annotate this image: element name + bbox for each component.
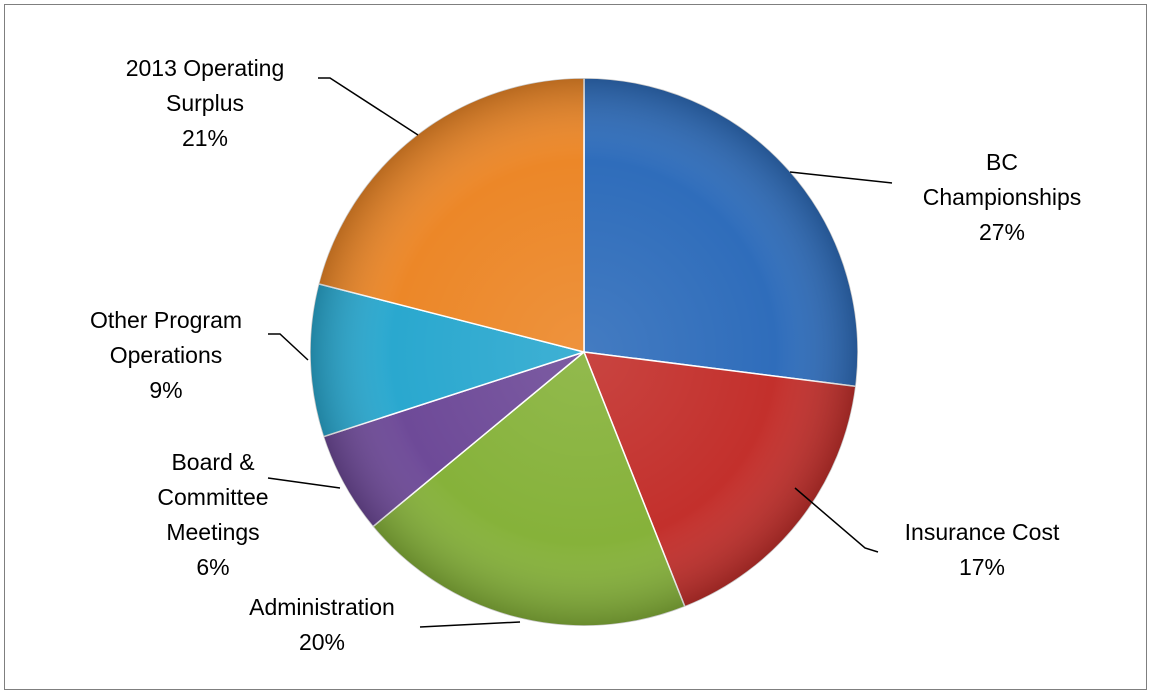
- leader-line-other-program-operations: [268, 333, 309, 361]
- slice-percent-administration: 20%: [299, 629, 345, 655]
- slice-label-other-program-operations: Other Program Operations 9%: [90, 307, 242, 403]
- slice-name-line: Meetings: [166, 519, 259, 545]
- slice-name-line: 2013 Operating: [126, 55, 285, 81]
- slice-label-bc-championships: BC Championships 27%: [923, 149, 1082, 245]
- leader-line-board-committee-meetings: [267, 477, 341, 489]
- slice-label-operating-surplus: 2013 Operating Surplus 21%: [126, 55, 285, 151]
- leader-line-insurance-cost: [794, 487, 879, 553]
- slice-name-line: Administration: [249, 594, 395, 620]
- leader-line-bc-championships: [789, 171, 893, 184]
- slice-percent-other-program-operations: 9%: [149, 377, 182, 403]
- slice-name-line: Other Program: [90, 307, 242, 333]
- slice-name-line: Committee: [157, 484, 268, 510]
- slice-percent-board-committee-meetings: 6%: [196, 554, 229, 580]
- slice-name-line: BC: [986, 149, 1018, 175]
- slice-name-line: Insurance Cost: [905, 519, 1060, 545]
- pie-slice-bc-championships: [583, 77, 859, 388]
- leader-line-operating-surplus: [318, 77, 419, 136]
- slice-percent-bc-championships: 27%: [979, 219, 1025, 245]
- slice-name-line: Board &: [171, 449, 254, 475]
- leader-line-administration: [419, 621, 521, 628]
- slice-name-line: Surplus: [166, 90, 244, 116]
- slice-percent-insurance-cost: 17%: [959, 554, 1005, 580]
- slice-label-board-committee-meetings: Board & Committee Meetings 6%: [157, 449, 268, 580]
- slice-label-administration: Administration 20%: [249, 594, 395, 655]
- slice-percent-operating-surplus: 21%: [182, 125, 228, 151]
- slice-name-line: Championships: [923, 184, 1082, 210]
- slice-name-line: Operations: [110, 342, 223, 368]
- slice-label-insurance-cost: Insurance Cost 17%: [905, 519, 1060, 580]
